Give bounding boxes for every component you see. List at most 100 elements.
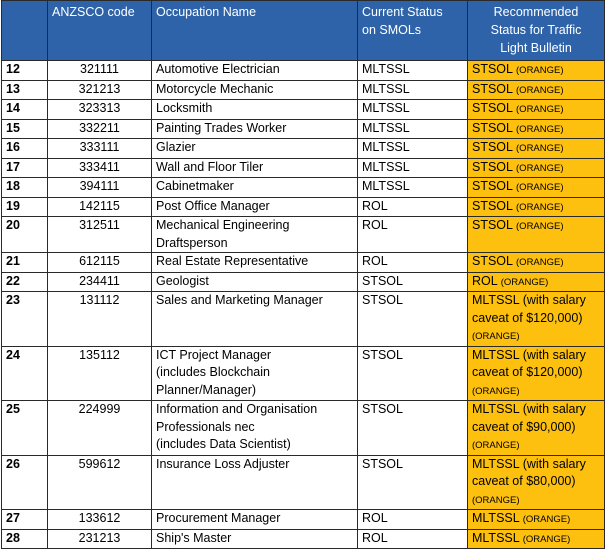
recommended-status-line: MLTSSL (with salary [472,402,586,416]
occupation-name: Wall and Floor Tiler [151,157,358,178]
occupation-name: Insurance Loss Adjuster [151,454,358,510]
table-row: 22 234411 Geologist STSOL ROL (ORANGE) [1,271,605,292]
table-row: 23 131112 Sales and Marketing Manager STSOL… [1,291,605,347]
table-body: 12 321111 Automotive Electrician MLTSSL STSO… [1,60,605,549]
anzsco-code: 394111 [47,177,152,198]
recommended-status-line: STSOL [472,140,513,154]
recommended-status: ROL (ORANGE) [467,271,605,292]
occupation-name-line: Insurance Loss Adjuster [156,456,290,471]
header-row-number [1,0,48,61]
table-row: 16 333111 Glazier MLTSSL STSOL (ORANGE) [1,138,605,159]
occupation-name-line: Draftsperson [156,235,228,250]
anzsco-code: 142115 [47,196,152,217]
anzsco-code: 323313 [47,99,152,120]
recommended-status: STSOL (ORANGE) [467,79,605,100]
anzsco-code: 333111 [47,138,152,159]
occupation-name: Painting Trades Worker [151,118,358,139]
occupation-name: Real Estate Representative [151,252,358,273]
recommended-status: MLTSSL (ORANGE) [467,509,605,530]
occupation-name: Ship's Master [151,528,358,549]
table-row: 21 612115 Real Estate Representative ROL STS… [1,252,605,273]
header-recommended-line3: Light Bulletin [500,41,572,55]
header-current-status: Current Status on SMOLs [357,0,468,61]
anzsco-code: 321111 [47,60,152,81]
row-number: 25 [1,400,48,456]
row-number: 15 [1,118,48,139]
recommended-status: STSOL (ORANGE) [467,196,605,217]
occupation-name-line: Painting Trades Worker [156,120,287,135]
current-status: ROL [357,528,468,549]
occupation-name: Locksmith [151,99,358,120]
recommended-status-line: STSOL [472,81,513,96]
recommended-status: MLTSSL (with salary caveat of $90,000) (OR… [467,400,605,456]
traffic-light-tag: (ORANGE) [500,276,549,288]
occupation-name: Sales and Marketing Manager [151,291,358,347]
traffic-light-tag: (ORANGE) [516,201,564,213]
row-number: 17 [1,157,48,178]
table-header: ANZSCO code Occupation Name Current Stat… [1,0,605,61]
recommended-status: MLTSSL (ORANGE) [467,528,605,549]
recommended-status-line: MLTSSL [472,530,520,545]
anzsco-code: 312511 [47,216,152,253]
anzsco-code: 321213 [47,79,152,100]
row-number: 19 [1,196,48,217]
current-status: MLTSSL [357,138,468,159]
table-row: 20 312511 Mechanical Engineering Draftspers… [1,216,605,253]
anzsco-code: 612115 [47,252,152,273]
current-status: STSOL [357,291,468,347]
traffic-light-tag: (ORANGE) [516,257,564,268]
recommended-status: STSOL (ORANGE) [467,177,605,198]
row-number: 20 [1,216,48,253]
row-number: 13 [1,79,48,100]
recommended-status-line: STSOL [472,179,513,193]
header-row: ANZSCO code Occupation Name Current Stat… [1,0,605,61]
row-number: 24 [1,345,48,401]
recommended-status: STSOL (ORANGE) [467,99,605,120]
recommended-status: STSOL (ORANGE) [467,216,605,253]
recommended-status: STSOL (ORANGE) [467,252,605,273]
row-number: 22 [1,271,48,292]
anzsco-code: 332211 [47,118,152,139]
anzsco-code: 135112 [47,345,152,401]
table-row: 12 321111 Automotive Electrician MLTSSL STSO… [1,60,605,81]
recommended-status: MLTSSL (with salary caveat of $120,000) (O… [467,345,605,401]
row-number: 14 [1,99,48,120]
occupation-name: Automotive Electrician [151,60,358,81]
header-anzsco-code: ANZSCO code [47,0,152,61]
table-row: 18 394111 Cabinetmaker MLTSSL STSOL (ORANGE) [1,177,605,198]
table-row: 13 321213 Motorcycle Mechanic MLTSSL STSOL (… [1,79,605,100]
current-status: MLTSSL [357,79,468,100]
current-status: MLTSSL [357,99,468,120]
traffic-light-tag: (ORANGE) [522,533,571,545]
occupation-name-line: Procurement Manager [156,511,281,525]
table-row: 27 133612 Procurement Manager ROL MLTSSL (OR… [1,509,605,530]
anzsco-code: 131112 [47,291,152,347]
row-number: 27 [1,509,48,530]
occupation-name-line: Locksmith [156,101,213,115]
table-row: 17 333411 Wall and Floor Tiler MLTSSL STSOL … [1,157,605,178]
anzsco-code: 231213 [47,528,152,549]
current-status: STSOL [357,271,468,292]
occupation-name: Procurement Manager [151,509,358,530]
anzsco-code: 333411 [47,157,152,178]
occupation-name-line: Real Estate Representative [156,254,309,268]
current-status: ROL [357,216,468,253]
traffic-light-tag: (ORANGE) [522,514,571,525]
recommended-status-line: caveat of $80,000) [472,474,576,488]
header-current-status-line1: Current Status [362,5,443,19]
traffic-light-tag: (ORANGE) [516,143,564,154]
occupation-name-line: Ship's Master [156,530,232,545]
anzsco-code: 224999 [47,400,152,456]
recommended-status: MLTSSL (with salary caveat of $80,000) (OR… [467,454,605,510]
current-status: MLTSSL [357,177,468,198]
occupation-name-line: Information and Organisation [156,402,318,416]
occupation-name-line: Cabinetmaker [156,179,234,193]
header-recommended-line1: Recommended [493,5,579,19]
recommended-status-line: STSOL [472,254,513,268]
recommended-status-line: caveat of $120,000) [472,365,583,379]
recommended-status: STSOL (ORANGE) [467,138,605,159]
anzsco-code: 133612 [47,509,152,530]
current-status: ROL [357,196,468,217]
occupation-name: ICT Project Manager (includes Blockchain P… [151,345,358,401]
